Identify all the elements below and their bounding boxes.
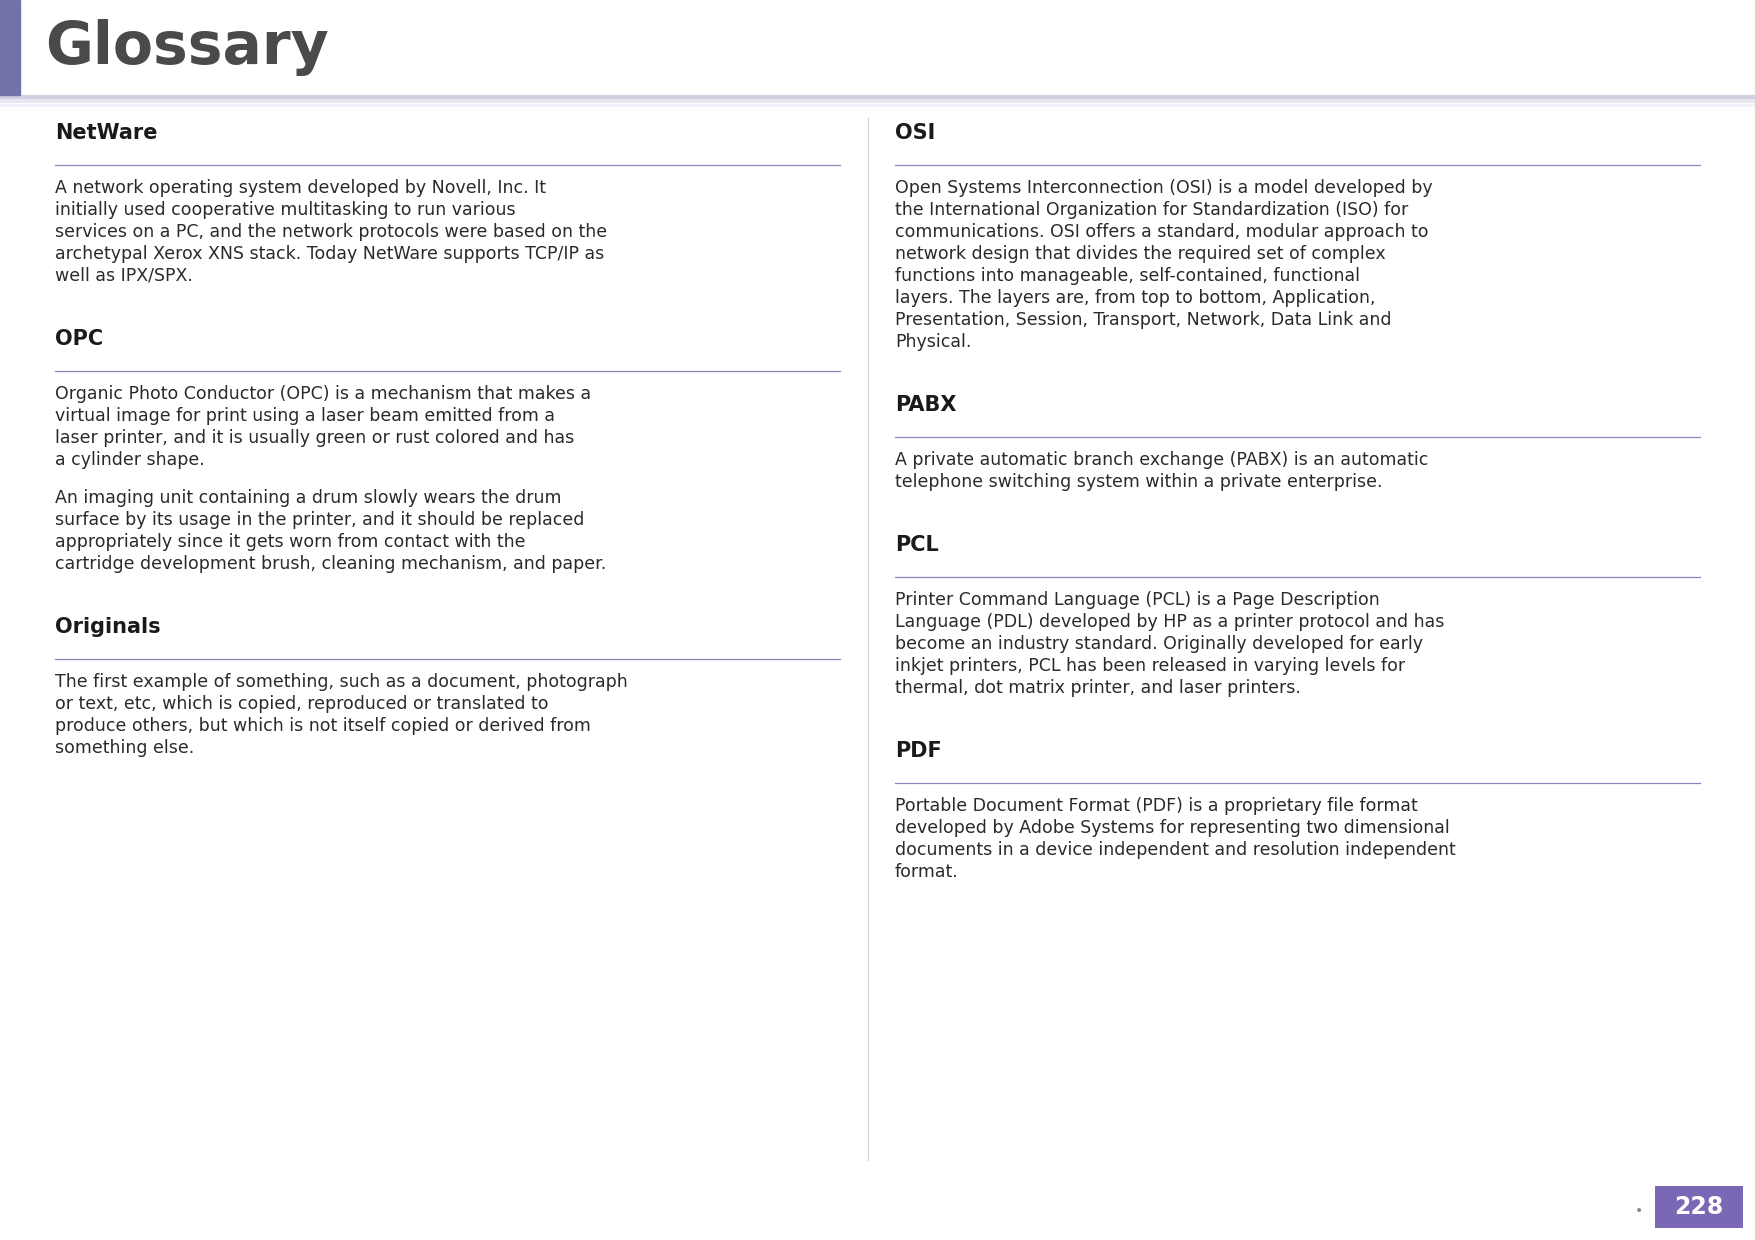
Text: layers. The layers are, from top to bottom, Application,: layers. The layers are, from top to bott… [895,289,1376,308]
Text: functions into manageable, self-contained, functional: functions into manageable, self-containe… [895,267,1360,285]
Text: initially used cooperative multitasking to run various: initially used cooperative multitasking … [54,201,516,219]
Text: Glossary: Glossary [46,19,328,76]
Text: A network operating system developed by Novell, Inc. It: A network operating system developed by … [54,179,546,197]
Text: inkjet printers, PCL has been released in varying levels for: inkjet printers, PCL has been released i… [895,657,1406,675]
Text: network design that divides the required set of complex: network design that divides the required… [895,246,1386,263]
Text: Portable Document Format (PDF) is a proprietary file format: Portable Document Format (PDF) is a prop… [895,797,1418,815]
Text: Open Systems Interconnection (OSI) is a model developed by: Open Systems Interconnection (OSI) is a … [895,179,1432,197]
Text: The first example of something, such as a document, photograph: The first example of something, such as … [54,673,628,691]
Text: OSI: OSI [895,123,935,143]
Text: Printer Command Language (PCL) is a Page Description: Printer Command Language (PCL) is a Page… [895,591,1379,609]
Text: thermal, dot matrix printer, and laser printers.: thermal, dot matrix printer, and laser p… [895,680,1300,697]
Text: Presentation, Session, Transport, Network, Data Link and: Presentation, Session, Transport, Networ… [895,311,1392,329]
Text: the International Organization for Standardization (ISO) for: the International Organization for Stand… [895,201,1408,219]
Text: something else.: something else. [54,739,195,756]
Text: developed by Adobe Systems for representing two dimensional: developed by Adobe Systems for represent… [895,818,1450,837]
Text: virtual image for print using a laser beam emitted from a: virtual image for print using a laser be… [54,407,555,425]
Text: or text, etc, which is copied, reproduced or translated to: or text, etc, which is copied, reproduce… [54,694,549,713]
Text: Originals: Originals [54,618,161,637]
Text: surface by its usage in the printer, and it should be replaced: surface by its usage in the printer, and… [54,511,584,529]
Text: Language (PDL) developed by HP as a printer protocol and has: Language (PDL) developed by HP as a prin… [895,613,1444,631]
Text: services on a PC, and the network protocols were based on the: services on a PC, and the network protoc… [54,223,607,241]
Text: well as IPX/SPX.: well as IPX/SPX. [54,267,193,285]
Text: documents in a device independent and resolution independent: documents in a device independent and re… [895,841,1455,859]
Text: •: • [1636,1204,1643,1218]
Text: archetypal Xerox XNS stack. Today NetWare supports TCP/IP as: archetypal Xerox XNS stack. Today NetWar… [54,246,604,263]
Text: appropriately since it gets worn from contact with the: appropriately since it gets worn from co… [54,533,525,551]
Text: format.: format. [895,863,958,880]
Text: telephone switching system within a private enterprise.: telephone switching system within a priv… [895,472,1383,491]
Text: OPC: OPC [54,329,104,348]
Text: produce others, but which is not itself copied or derived from: produce others, but which is not itself … [54,717,591,735]
Text: communications. OSI offers a standard, modular approach to: communications. OSI offers a standard, m… [895,223,1429,241]
Text: a cylinder shape.: a cylinder shape. [54,451,205,469]
Text: An imaging unit containing a drum slowly wears the drum: An imaging unit containing a drum slowly… [54,489,562,507]
FancyBboxPatch shape [1655,1185,1743,1228]
Bar [0,0,19,95]
Text: A private automatic branch exchange (PABX) is an automatic: A private automatic branch exchange (PAB… [895,451,1429,469]
Text: cartridge development brush, cleaning mechanism, and paper.: cartridge development brush, cleaning me… [54,556,605,573]
Text: NetWare: NetWare [54,123,158,143]
Text: Organic Photo Conductor (OPC) is a mechanism that makes a: Organic Photo Conductor (OPC) is a mecha… [54,384,591,403]
Text: PCL: PCL [895,534,939,556]
Text: PABX: PABX [895,396,956,415]
Text: laser printer, and it is usually green or rust colored and has: laser printer, and it is usually green o… [54,429,574,446]
Text: become an industry standard. Originally developed for early: become an industry standard. Originally … [895,635,1423,653]
Text: Physical.: Physical. [895,334,971,351]
Text: PDF: PDF [895,742,942,761]
Text: 228: 228 [1674,1195,1723,1219]
